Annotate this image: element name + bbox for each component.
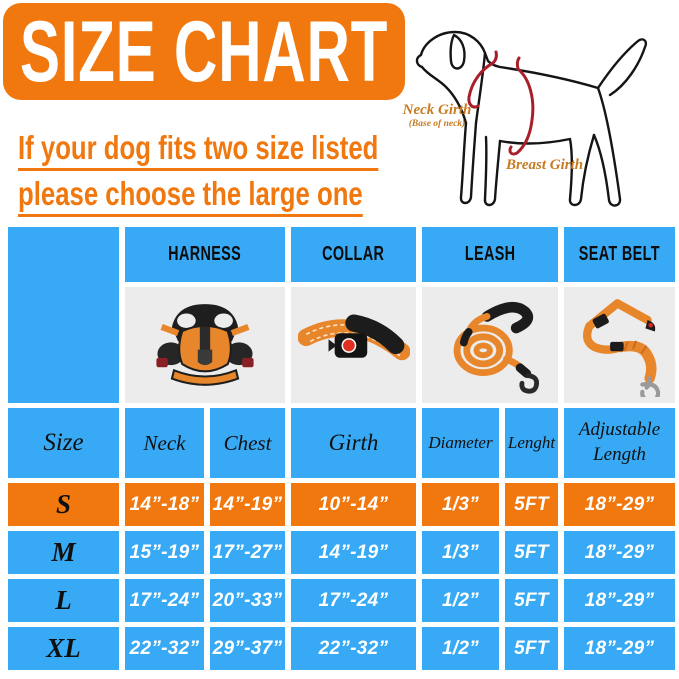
row-s-girth-cell: 10”-14”	[291, 483, 416, 526]
row-xl-girth-cell: 22”-32”	[291, 627, 416, 670]
dog-measurement-diagram: Neck Girth (Base of neck) Breast Girth	[398, 5, 679, 225]
measurement-header-row: Size Neck Chest Girth Diameter Lenght Ad…	[8, 408, 675, 478]
diameter-column-header: Diameter	[422, 408, 499, 478]
row-m-neck-cell: 15”-19”	[125, 531, 204, 574]
chest-column-header: Chest	[210, 408, 285, 478]
row-s-adjustable-cell: 18”-29”	[564, 483, 675, 526]
row-m-adjustable-cell: 18”-29”	[564, 531, 675, 574]
girth-column-header: Girth	[291, 408, 416, 478]
seatbelt-photo	[564, 287, 675, 403]
row-m-girth-cell: 14”-19”	[291, 531, 416, 574]
length-column-header: Lenght	[505, 408, 558, 478]
row-l-adjustable-cell: 18”-29”	[564, 579, 675, 622]
breast-girth-label: Breast Girth	[506, 157, 584, 173]
leash-photo	[422, 287, 558, 403]
size-column-header: Size	[8, 408, 119, 478]
row-s-diameter-cell: 1/3”	[422, 483, 499, 526]
size-rows: S 14”-18” 14”-19” 10”-14” 1/3” 5FT 18”-2…	[8, 483, 675, 670]
note-line-1: If your dog fits two size listed	[18, 131, 379, 171]
row-m-chest-cell: 17”-27”	[210, 531, 285, 574]
row-xl-length-cell: 5FT	[505, 627, 558, 670]
girth-measure-lines	[467, 50, 535, 156]
row-s-size-cell: S	[8, 483, 119, 526]
neck-column-header: Neck	[125, 408, 204, 478]
neck-girth-sublabel: (Base of neck)	[408, 119, 466, 129]
adjustable-length-column-header: Adjustable Length	[564, 408, 675, 478]
column-header-harness: HARNESS	[125, 227, 285, 282]
row-m-diameter-cell: 1/3”	[422, 531, 499, 574]
row-s-length-cell: 5FT	[505, 483, 558, 526]
row-xl-chest-cell: 29”-37”	[210, 627, 285, 670]
row-m-length-cell: 5FT	[505, 531, 558, 574]
row-xl-diameter-cell: 1/2”	[422, 627, 499, 670]
title-banner: SIZE CHART	[3, 3, 405, 100]
size-chart-table: HARNESS COLLAR LEASH SEAT BELT	[8, 227, 675, 670]
empty-corner-cell	[8, 227, 119, 403]
page-title: SIZE CHART	[19, 3, 389, 100]
column-header-collar: COLLAR	[291, 227, 416, 282]
harness-photo	[125, 287, 285, 403]
row-l-chest-cell: 20”-33”	[210, 579, 285, 622]
dog-outline-illustration	[415, 30, 648, 207]
row-l-diameter-cell: 1/2”	[422, 579, 499, 622]
product-header-section: HARNESS COLLAR LEASH SEAT BELT	[8, 227, 675, 403]
row-m-size-cell: M	[8, 531, 119, 574]
column-header-seatbelt: SEAT BELT	[564, 227, 675, 282]
note-line-2: please choose the large one	[18, 177, 363, 217]
row-l-neck-cell: 17”-24”	[125, 579, 204, 622]
neck-girth-label: Neck Girth	[402, 102, 472, 118]
size-advice-note: If your dog fits two size listed please …	[18, 131, 480, 223]
row-l-girth-cell: 17”-24”	[291, 579, 416, 622]
row-xl-adjustable-cell: 18”-29”	[564, 627, 675, 670]
collar-photo	[291, 287, 416, 403]
row-l-size-cell: L	[8, 579, 119, 622]
row-xl-size-cell: XL	[8, 627, 119, 670]
column-header-leash: LEASH	[422, 227, 558, 282]
row-xl-neck-cell: 22”-32”	[125, 627, 204, 670]
row-s-neck-cell: 14”-18”	[125, 483, 204, 526]
row-l-length-cell: 5FT	[505, 579, 558, 622]
row-s-chest-cell: 14”-19”	[210, 483, 285, 526]
